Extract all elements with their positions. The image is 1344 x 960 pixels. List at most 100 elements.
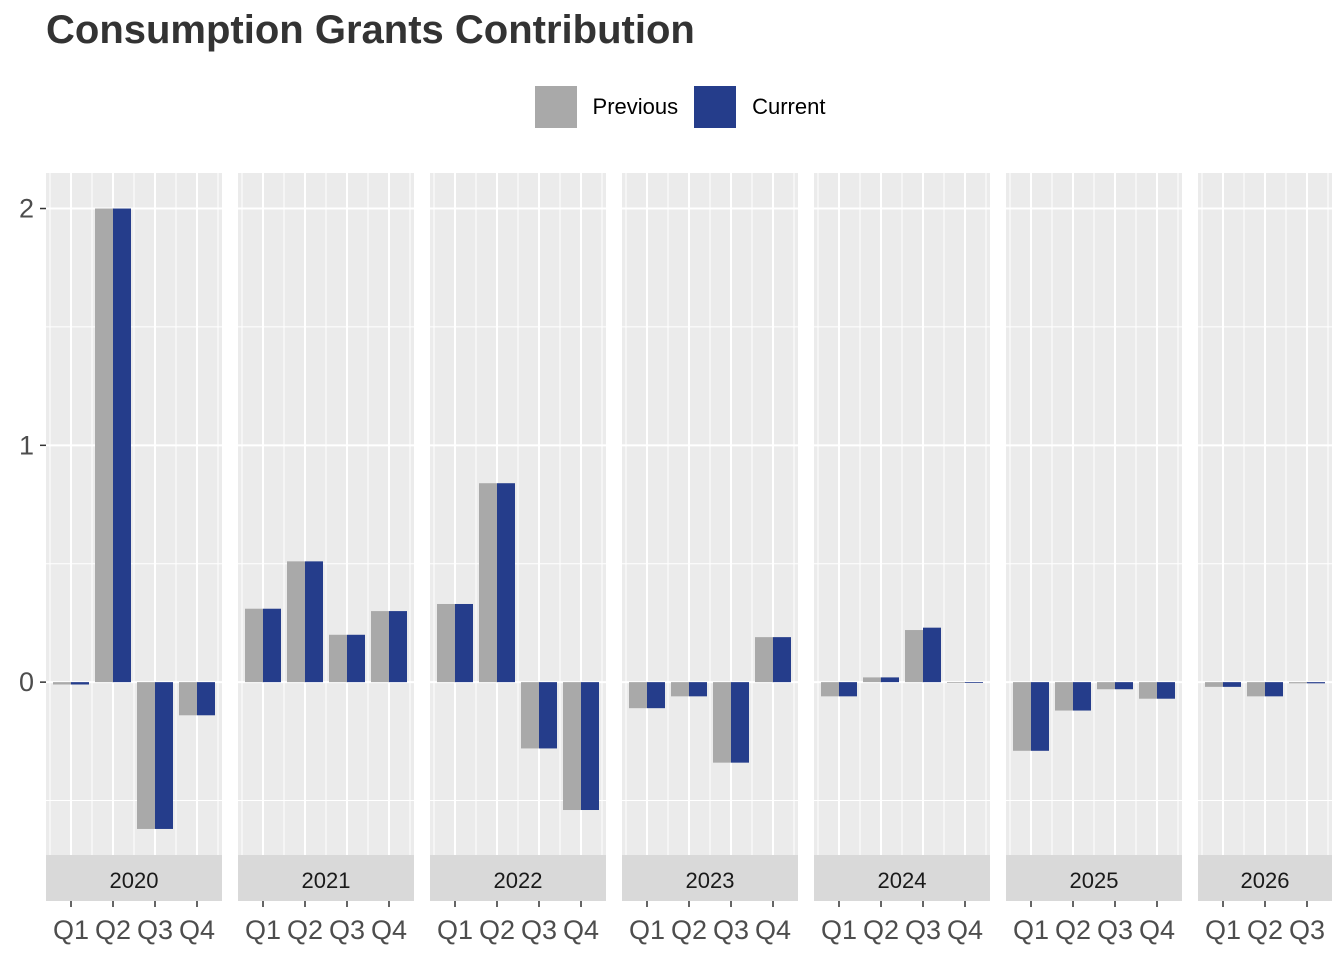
x-tick-label: Q4	[947, 915, 983, 945]
bar-2024-Q1-previous	[821, 682, 839, 697]
legend-swatch-current	[694, 86, 737, 128]
x-tick-label: Q2	[863, 915, 899, 945]
x-tick-label: Q3	[329, 915, 365, 945]
x-tick-label: Q1	[1013, 915, 1049, 945]
bar-2025-Q4-current	[1157, 682, 1175, 699]
bar-2022-Q1-current	[455, 603, 473, 683]
legend-label-current: Current	[752, 94, 826, 119]
x-tick-label: Q3	[1097, 915, 1133, 945]
facet-strip-2021	[238, 855, 414, 901]
x-tick-label: Q2	[287, 915, 323, 945]
bar-2023-Q2-previous	[671, 682, 689, 697]
bar-2022-Q4-current	[581, 682, 599, 811]
bar-2025-Q2-current	[1073, 682, 1091, 711]
bar-2021-Q2-previous	[287, 561, 305, 683]
bar-2020-Q2-current	[113, 208, 131, 683]
x-tick-label: Q2	[95, 915, 131, 945]
bar-2022-Q3-current	[539, 682, 557, 749]
x-tick-label: Q4	[1139, 915, 1175, 945]
bar-2026-Q1-current	[1223, 682, 1241, 687]
x-tick-label: Q2	[479, 915, 515, 945]
bar-2023-Q4-current	[773, 637, 791, 683]
facet-strip-label: 2023	[686, 868, 735, 893]
legend-label-previous: Previous	[592, 94, 679, 119]
facet-strip-2023	[622, 855, 798, 901]
bar-2024-Q2-current	[881, 677, 899, 683]
bar-2020-Q2-previous	[95, 208, 113, 683]
bar-2020-Q1-current	[71, 682, 89, 685]
bar-2023-Q3-previous	[713, 682, 731, 763]
x-tick-label: Q3	[713, 915, 749, 945]
x-tick-label: Q4	[179, 915, 215, 945]
x-tick-label: Q1	[437, 915, 473, 945]
bar-2021-Q4-current	[389, 611, 407, 683]
x-tick-label: Q4	[755, 915, 791, 945]
facet-strip-label: 2026	[1241, 868, 1290, 893]
facet-strip-2024	[814, 855, 990, 901]
x-tick-label: Q1	[629, 915, 665, 945]
legend-item-previous: Previous	[534, 86, 679, 128]
bar-2023-Q1-previous	[629, 682, 647, 709]
facet-strip-label: 2025	[1070, 868, 1119, 893]
x-tick-label: Q3	[1289, 915, 1325, 945]
bar-2020-Q3-current	[155, 682, 173, 829]
bar-2026-Q3-current	[1307, 682, 1325, 684]
x-tick-label: Q1	[821, 915, 857, 945]
bar-2023-Q4-previous	[755, 637, 773, 683]
facet-strip-2026	[1198, 855, 1332, 901]
x-tick-label: Q3	[137, 915, 173, 945]
legend-swatch-previous	[534, 86, 577, 128]
bar-2024-Q4-previous	[947, 682, 965, 683]
bar-2021-Q4-previous	[371, 611, 389, 683]
bar-2023-Q1-current	[647, 682, 665, 709]
bar-2024-Q3-current	[923, 627, 941, 683]
facet-strip-2025	[1006, 855, 1182, 901]
x-tick-label: Q3	[521, 915, 557, 945]
facet-strip-2020	[46, 855, 222, 901]
bar-2026-Q2-current	[1265, 682, 1283, 697]
legend-item-current: Current	[694, 86, 825, 128]
x-tick-label: Q2	[671, 915, 707, 945]
bar-2025-Q3-previous	[1097, 682, 1115, 690]
facet-strip-2022	[430, 855, 606, 901]
legend: Previous Current	[0, 86, 1344, 128]
bar-2025-Q3-current	[1115, 682, 1133, 690]
bar-2025-Q4-previous	[1139, 682, 1157, 699]
bar-2020-Q1-previous	[53, 682, 71, 685]
bar-2023-Q3-current	[731, 682, 749, 763]
bar-2026-Q3-previous	[1289, 682, 1307, 684]
bar-2024-Q4-current	[965, 682, 983, 683]
x-tick-label: Q3	[905, 915, 941, 945]
x-tick-label: Q4	[563, 915, 599, 945]
facet-strip-label: 2024	[878, 868, 927, 893]
bar-2026-Q1-previous	[1205, 682, 1223, 687]
x-tick-label: Q1	[53, 915, 89, 945]
bar-2022-Q3-previous	[521, 682, 539, 749]
bar-2020-Q4-current	[197, 682, 215, 716]
x-tick-label: Q1	[1205, 915, 1241, 945]
bar-2026-Q2-previous	[1247, 682, 1265, 697]
chart-title: Consumption Grants Contribution	[46, 8, 695, 52]
bar-2022-Q2-current	[497, 483, 515, 683]
x-tick-label: Q2	[1055, 915, 1091, 945]
bar-2021-Q3-previous	[329, 634, 347, 683]
bar-2022-Q4-previous	[563, 682, 581, 811]
bar-2025-Q2-previous	[1055, 682, 1073, 711]
y-tick-label: 1	[19, 430, 34, 460]
x-tick-label: Q4	[371, 915, 407, 945]
bar-2024-Q1-current	[839, 682, 857, 697]
x-tick-label: Q1	[245, 915, 281, 945]
bar-2021-Q1-current	[263, 608, 281, 683]
bar-2022-Q2-previous	[479, 483, 497, 683]
bar-2020-Q4-previous	[179, 682, 197, 716]
y-tick-label: 2	[19, 194, 34, 224]
facet-strip-label: 2022	[494, 868, 543, 893]
bar-2021-Q1-previous	[245, 608, 263, 683]
bar-2022-Q1-previous	[437, 603, 455, 683]
bar-2021-Q2-current	[305, 561, 323, 683]
bar-2023-Q2-current	[689, 682, 707, 697]
bar-2025-Q1-current	[1031, 682, 1049, 751]
bar-2024-Q3-previous	[905, 630, 923, 683]
y-tick-label: 0	[19, 667, 34, 697]
